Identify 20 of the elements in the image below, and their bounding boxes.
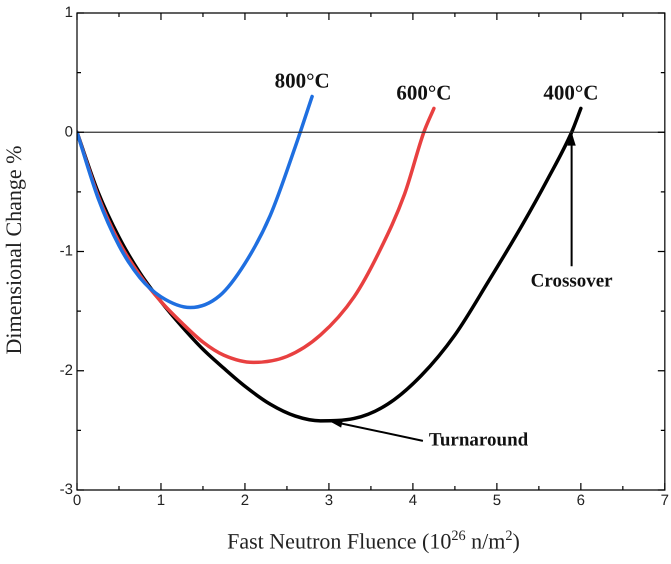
y-tick-label: 0	[64, 123, 73, 140]
y-axis-title: Dimensional Change %	[1, 146, 27, 354]
x-tick-label: 4	[408, 492, 418, 510]
series-label: 400°C	[543, 80, 598, 104]
series-label: 600°C	[396, 80, 452, 104]
x-tick-label: 5	[492, 492, 502, 510]
x-tick-label: 1	[156, 492, 166, 510]
line-series	[77, 94, 314, 310]
y-tick-label: -2	[60, 362, 73, 379]
x-axis-title: Fast Neutron Fluence (10$^{26}$ n/m$^{2}$)	[226, 528, 521, 554]
x-tick-label: 7	[660, 492, 669, 510]
annotation: Turnaround	[428, 430, 529, 451]
annotation: Crossover	[530, 270, 614, 292]
x-tick-label: 3	[324, 492, 334, 510]
y-tick-label: -1	[60, 242, 73, 260]
x-tick-label: 6	[576, 492, 586, 510]
y-tick-label: 1	[64, 4, 73, 22]
x-tick-label: 2	[240, 492, 250, 510]
series-label: 800°C	[274, 68, 330, 92]
y-tick-label: -3	[60, 481, 73, 498]
